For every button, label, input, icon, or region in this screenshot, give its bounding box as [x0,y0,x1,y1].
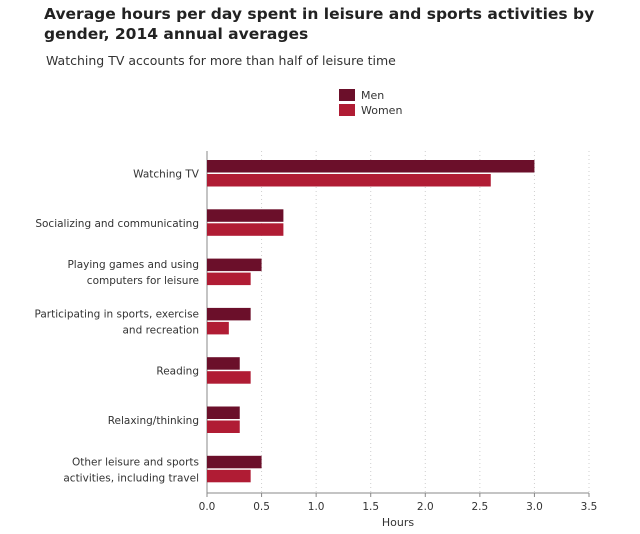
category-label: Socializing and communicating [35,218,199,230]
bar-women [207,223,284,236]
legend-label: Women [361,104,402,117]
x-tick-label: 3.5 [581,501,598,513]
legend-label: Men [361,89,384,102]
bar-women [207,469,251,483]
bar-men [207,455,262,469]
x-tick-label: 2.5 [472,501,489,513]
legend-swatch [339,89,355,101]
category-label: and recreation [122,324,199,336]
bar-men [207,357,240,370]
bar-men [207,160,535,173]
bar-men [207,406,240,419]
x-tick-label: 1.5 [362,501,379,513]
bar-women [207,420,240,433]
category-label: Playing games and using [67,259,199,271]
x-tick-label: 0.0 [199,501,216,513]
category-label: computers for leisure [87,275,199,287]
legend-swatch [339,104,355,116]
bar-women [207,321,229,335]
bar-men [207,209,284,222]
bar-men [207,307,251,321]
chart-title: Average hours per day spent in leisure a… [44,5,595,43]
x-tick-label: 3.0 [526,501,543,513]
category-label: Participating in sports, exercise [34,308,199,320]
bar-women [207,371,251,384]
category-label: Watching TV [133,169,200,181]
category-label: Other leisure and sports [72,456,199,468]
x-axis-title: Hours [382,516,414,529]
x-tick-label: 2.0 [417,501,434,513]
category-label: activities, including travel [63,472,199,484]
x-tick-label: 1.0 [308,501,325,513]
bar-men [207,258,262,272]
x-tick-label: 0.5 [253,501,270,513]
bar-women [207,272,251,286]
category-label: Reading [156,366,199,378]
bar-women [207,174,491,187]
category-label: Relaxing/thinking [108,415,199,427]
chart-subtitle: Watching TV accounts for more than half … [46,53,396,68]
